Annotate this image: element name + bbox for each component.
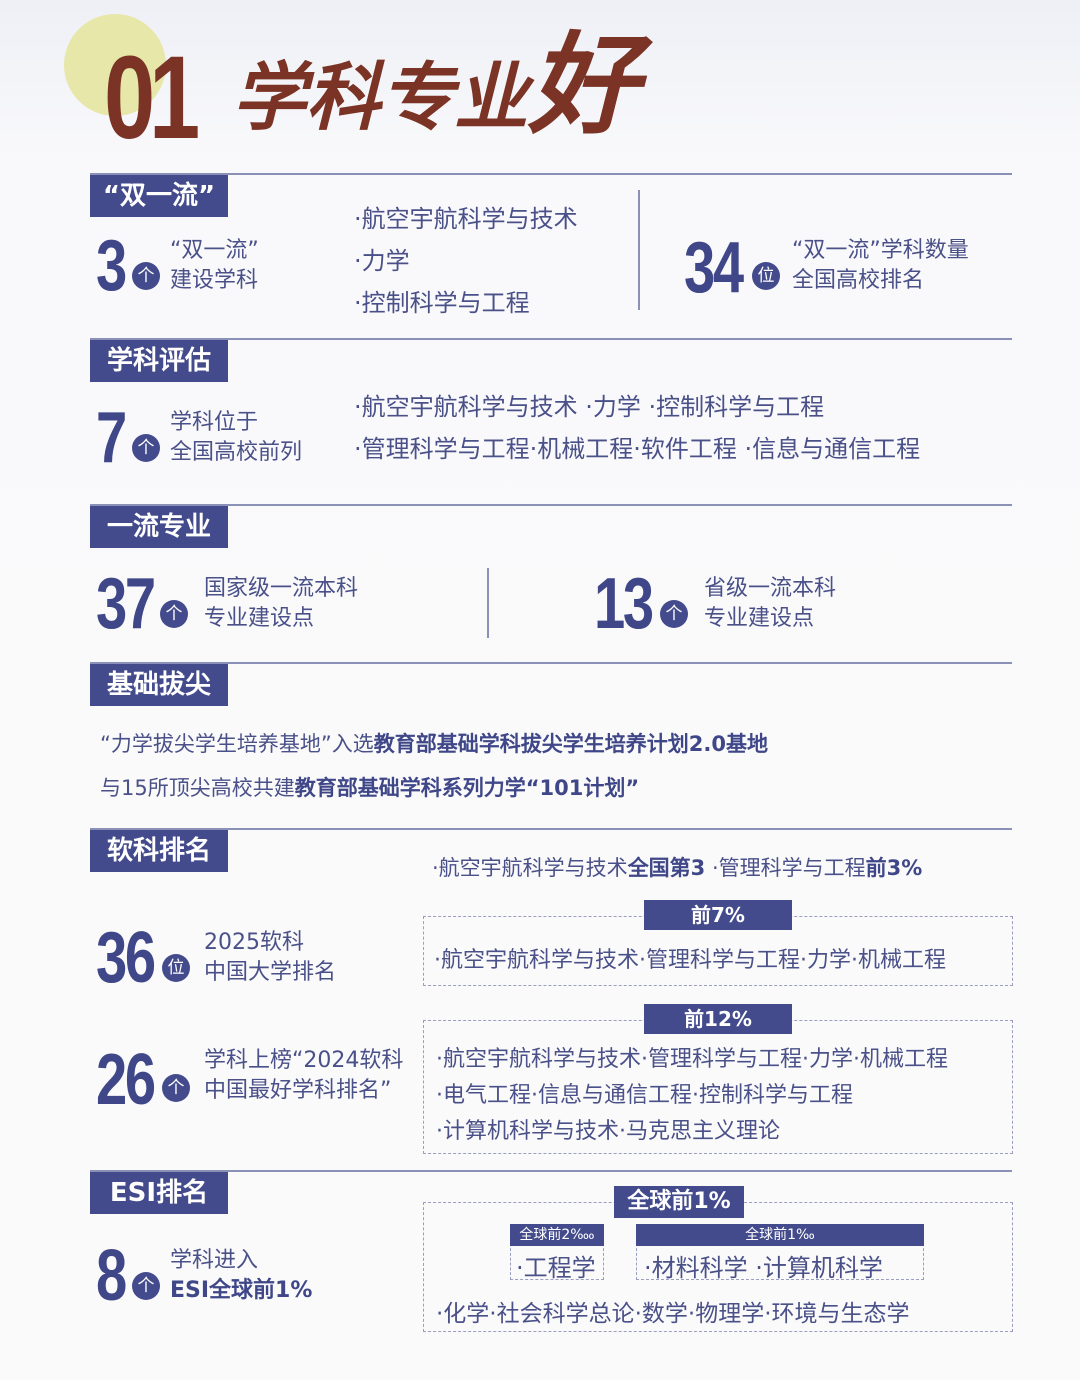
list-line: ·航空宇航科学与技术·管理科学与工程·力学·机械工程 <box>436 1047 948 1072</box>
talent-line-2: 与15所顶尖高校共建教育部基础学科系列力学“101计划” <box>100 772 639 802</box>
unit-badge: 位 <box>162 954 190 982</box>
list-item: ·工程学 <box>516 1254 596 1282</box>
unit-badge: 个 <box>160 600 188 628</box>
evaluation-count: 7 <box>96 398 127 478</box>
soft-rank-1: 36 <box>96 918 156 998</box>
label: 学科进入 <box>170 1248 259 1273</box>
tag-first-class-major: 一流专业 <box>90 506 228 548</box>
label: 全国高校前列 <box>170 440 303 465</box>
highlight: 教育部基础学科系列力学“101计划” <box>294 776 640 800</box>
unit-badge: 个 <box>162 1074 190 1102</box>
national-count: 37 <box>96 564 156 644</box>
label: 学科位于 <box>170 410 259 435</box>
sub-header: 全球前1‰ <box>636 1224 924 1246</box>
soft-rank-2: 26 <box>96 1040 156 1120</box>
tag-top-talent: 基础拔尖 <box>90 664 228 706</box>
highlight: 前3% <box>865 856 923 880</box>
title-big: 好 <box>528 20 638 149</box>
label: 全国高校排名 <box>792 268 925 293</box>
label: 专业建设点 <box>704 606 815 631</box>
divider <box>90 662 1012 664</box>
list-item: ·控制科学与工程 <box>354 289 530 317</box>
provincial-count: 13 <box>594 564 654 644</box>
title-main: 学科专业 <box>232 55 528 141</box>
label: 省级一流本科 <box>704 576 837 601</box>
highlight: 全国第3 <box>627 856 706 880</box>
divider <box>90 504 1012 506</box>
divider <box>90 173 1012 175</box>
text: 与15所顶尖高校共建 <box>100 776 295 800</box>
label: “双一流” <box>170 238 259 263</box>
tag-soft-ranking: 软科排名 <box>90 830 228 872</box>
list-item: ·材料科学 ·计算机科学 <box>644 1254 883 1282</box>
box-header: 全球前1% <box>614 1186 744 1218</box>
label: ESI全球前1% <box>170 1278 313 1303</box>
unit-badge: 个 <box>132 1272 160 1300</box>
unit-badge: 个 <box>132 262 160 290</box>
list-line: ·航空宇航科学与技术·管理科学与工程·力学·机械工程 <box>434 948 946 973</box>
highlight: 教育部基础学科拔尖学生培养计划2.0基地 <box>373 732 768 756</box>
label: 中国最好学科排名” <box>204 1078 392 1103</box>
label: 建设学科 <box>170 268 259 293</box>
divider <box>90 828 1012 830</box>
double-first-count: 3 <box>96 226 127 306</box>
divider <box>90 338 1012 340</box>
list-line: ·管理科学与工程·机械工程·软件工程 ·信息与通信工程 <box>354 435 921 463</box>
tag-double-first: “双一流” <box>90 175 228 217</box>
decorative-circle <box>64 14 166 116</box>
tag-esi: ESI排名 <box>90 1172 228 1214</box>
label: 中国大学排名 <box>204 960 337 985</box>
divider <box>638 190 640 310</box>
label: 2025软科 <box>204 930 304 955</box>
talent-line-1: “力学拔尖学生培养基地”入选教育部基础学科拔尖学生培养计划2.0基地 <box>100 728 768 758</box>
divider <box>487 568 489 638</box>
unit-badge: 个 <box>132 434 160 462</box>
soft-top-line: ·航空宇航科学与技术全国第3 ·管理科学与工程前3% <box>432 852 922 882</box>
list-item: ·航空宇航科学与技术 <box>354 205 578 233</box>
label: 国家级一流本科 <box>204 576 359 601</box>
list-line: ·电气工程·信息与通信工程·控制科学与工程 <box>436 1083 853 1108</box>
esi-count: 8 <box>96 1236 127 1316</box>
list-line: ·化学·社会科学总论·数学·物理学·环境与生态学 <box>436 1301 910 1327</box>
divider <box>90 1170 1012 1172</box>
unit-badge: 个 <box>660 600 688 628</box>
section-number: 01 <box>104 32 200 164</box>
text: “力学拔尖学生培养基地”入选 <box>100 732 374 756</box>
label: “双一流”学科数量 <box>792 238 969 263</box>
list-item: ·力学 <box>354 247 410 275</box>
unit-badge: 位 <box>752 262 780 290</box>
double-first-rank: 34 <box>684 228 744 308</box>
label: 学科上榜“2024软科 <box>204 1048 404 1073</box>
box-header: 前12% <box>644 1004 792 1034</box>
box-header: 前7% <box>644 900 792 930</box>
list-line: ·计算机科学与技术·马克思主义理论 <box>436 1119 780 1144</box>
label: 专业建设点 <box>204 606 315 631</box>
text: ·航空宇航科学与技术 <box>432 856 628 880</box>
text: ·管理科学与工程 <box>705 856 866 880</box>
sub-header: 全球前2‱ <box>510 1224 604 1246</box>
list-line: ·航空宇航科学与技术 ·力学 ·控制科学与工程 <box>354 393 825 421</box>
tag-evaluation: 学科评估 <box>90 340 228 382</box>
page-title: 学科专业好 <box>232 30 638 145</box>
